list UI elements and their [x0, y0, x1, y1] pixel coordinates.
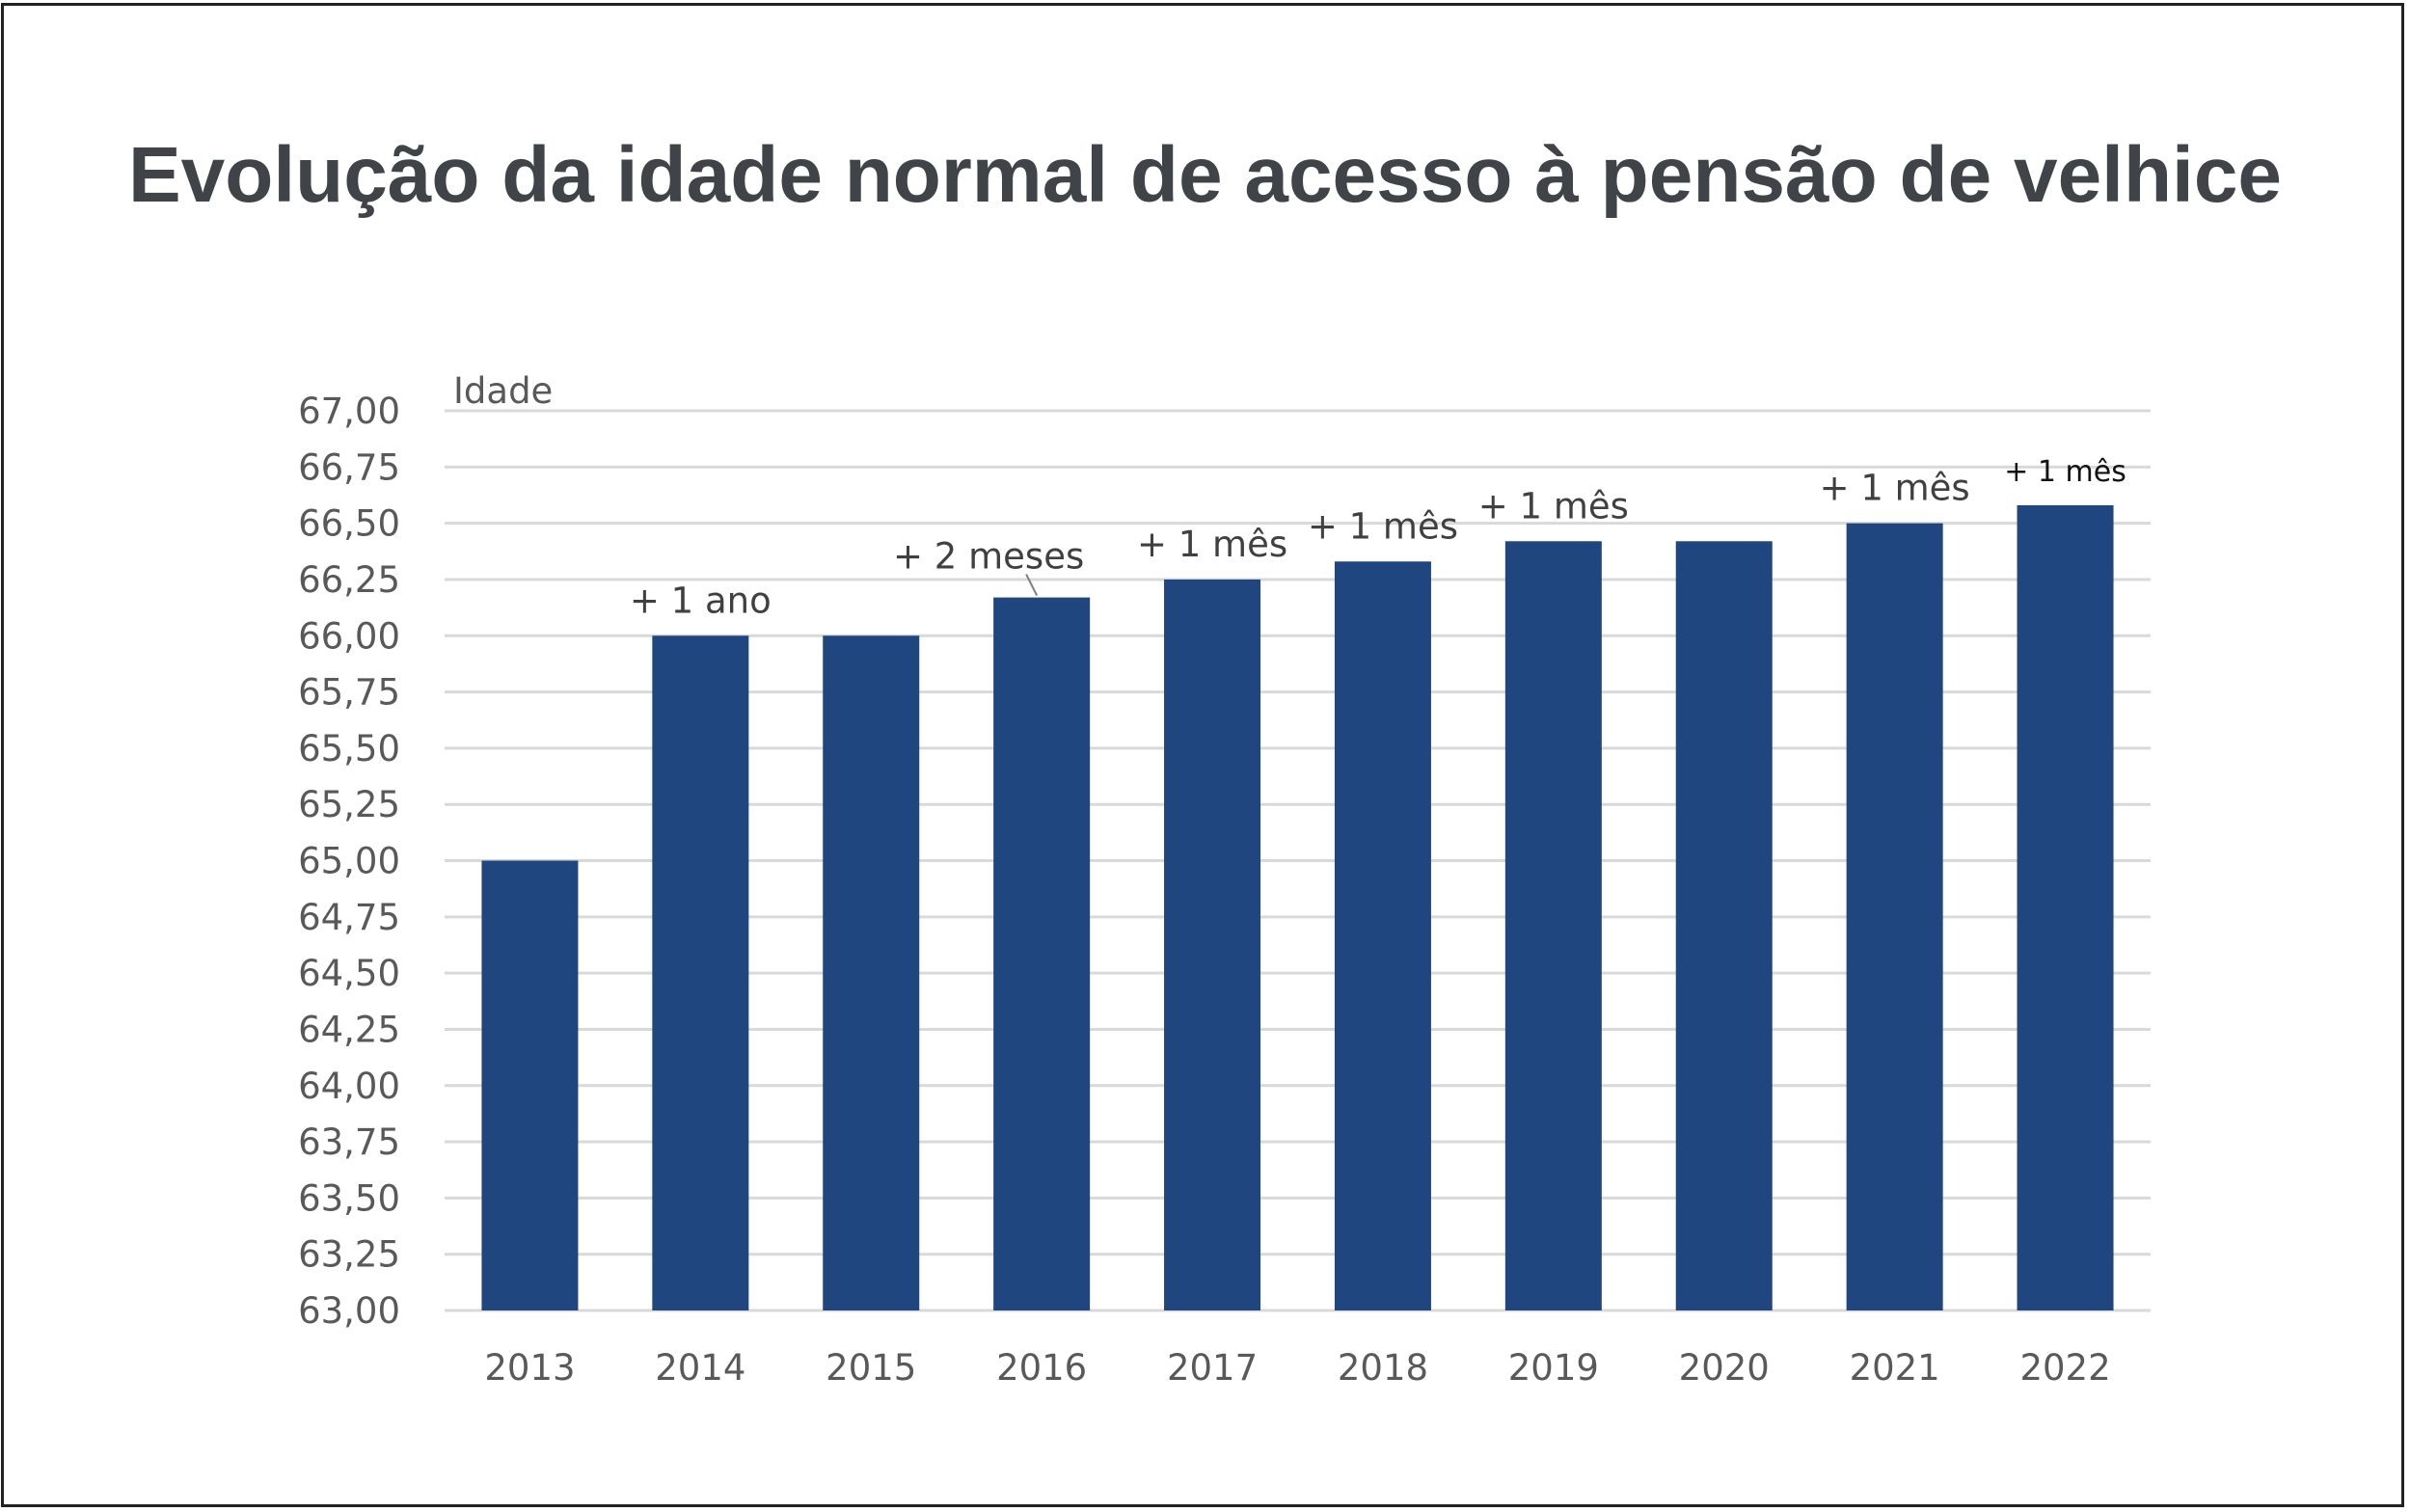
y-tick-label: 63,25	[298, 1234, 400, 1276]
y-axis-label: Idade	[453, 370, 553, 412]
annotation-2021: + 1 mês	[1820, 468, 1970, 509]
annotation-2019: + 1 mês	[1478, 485, 1629, 526]
bar-2013	[481, 860, 579, 1310]
x-tick-label: 2022	[2019, 1347, 2110, 1389]
annotation-2017: + 1 mês	[1137, 524, 1287, 565]
x-tick-label: 2013	[484, 1347, 575, 1389]
annotation-2014: + 1 ano	[630, 580, 772, 621]
y-tick-label: 65,75	[298, 672, 400, 714]
x-tick-label: 2018	[1338, 1347, 1428, 1389]
x-tick-label: 2020	[1679, 1347, 1770, 1389]
y-tick-label: 67,00	[298, 391, 400, 432]
x-tick-label: 2017	[1167, 1347, 1258, 1389]
bar-2016	[993, 597, 1091, 1310]
y-tick-label: 66,00	[298, 615, 400, 657]
bar-2018	[1334, 561, 1431, 1310]
bar-2022	[2017, 504, 2114, 1310]
y-tick-label: 66,25	[298, 559, 400, 601]
x-tick-label: 2016	[996, 1347, 1087, 1389]
x-tick-label: 2015	[826, 1347, 916, 1389]
bar-2017	[1164, 579, 1261, 1310]
y-tick-label: 63,75	[298, 1121, 400, 1163]
bar-2015	[823, 635, 920, 1310]
bar-2020	[1675, 541, 1773, 1310]
annotation-leader-line	[1025, 574, 1039, 597]
bar-2019	[1504, 541, 1602, 1310]
x-tick-label: 2019	[1508, 1347, 1599, 1389]
x-tick-label: 2014	[655, 1347, 745, 1389]
bar-2014	[652, 635, 749, 1310]
chart-frame	[1, 3, 2404, 1507]
y-tick-label: 64,75	[298, 897, 400, 938]
y-tick-label: 65,00	[298, 841, 400, 882]
y-tick-label: 64,00	[298, 1066, 400, 1107]
y-tick-label: 66,50	[298, 503, 400, 545]
y-tick-label: 63,00	[298, 1290, 400, 1332]
y-tick-label: 63,50	[298, 1177, 400, 1219]
x-tick-label: 2021	[1850, 1347, 1940, 1389]
y-tick-label: 64,50	[298, 953, 400, 994]
chart-title: Evolução da idade normal de acesso à pen…	[127, 131, 2283, 219]
y-tick-label: 66,75	[298, 446, 400, 488]
annotation-2016: + 2 meses	[893, 536, 1084, 578]
y-tick-label: 65,25	[298, 784, 400, 825]
y-tick-label: 64,25	[298, 1009, 400, 1050]
bar-2021	[1846, 523, 1943, 1310]
annotation-2018: + 1 mês	[1308, 505, 1458, 547]
annotation-2022: + 1 mês	[2004, 455, 2126, 489]
y-tick-label: 65,50	[298, 728, 400, 770]
